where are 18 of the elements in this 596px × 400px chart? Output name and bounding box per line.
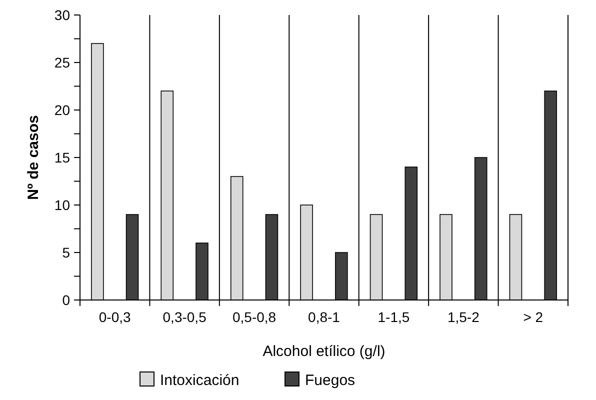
x-tick-label: 0,8-1 [308,309,340,325]
x-tick-label: 0-0,3 [98,309,132,325]
y-tick-label: 0 [62,292,70,308]
y-tick-label: 20 [54,102,70,118]
y-tick-label: 25 [54,54,70,70]
x-tick-label: 0,3-0,5 [162,309,207,325]
y-axis-title: Nº de casos [25,115,42,200]
y-tick-label: 5 [62,244,70,260]
x-tick-label: 1,5-2 [447,309,480,325]
legend-label: Fuegos [305,372,356,389]
legend-label: Intoxicación [160,372,240,389]
x-tick-label: 1-1,5 [378,309,410,325]
x-axis-title: Alcohol etílico (g/l) [262,343,386,360]
y-tick-label: 10 [54,196,70,213]
x-tick-label: > 2 [523,309,544,325]
x-tick-label: 0,5-0,8 [232,309,276,325]
y-tick-label: 15 [54,149,70,166]
y-tick-label: 30 [54,6,70,23]
